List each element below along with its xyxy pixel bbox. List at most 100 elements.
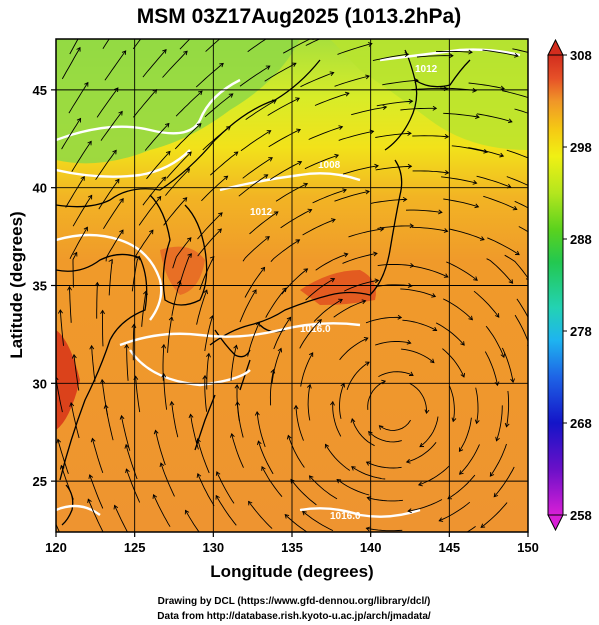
streamline-arrowhead [458, 447, 464, 453]
streamline [334, 75, 370, 87]
streamline-arrowhead [366, 496, 372, 501]
streamline-arrowhead [475, 551, 479, 555]
streamline-arrowhead [248, 500, 253, 506]
streamline [375, 132, 412, 138]
y-axis-label: Latitude (degrees) [7, 211, 26, 358]
streamline-arrowhead [438, 517, 444, 522]
streamline [238, 174, 268, 197]
streamline [121, 415, 131, 451]
streamline-arrowhead [203, 289, 208, 295]
streamline [338, 130, 374, 141]
streamline-arrowhead [365, 74, 370, 80]
streamline [199, 256, 215, 291]
streamline-arrowhead [399, 537, 403, 541]
streamline [155, 430, 166, 466]
streamline-arrowhead [88, 474, 94, 479]
streamline [379, 419, 411, 431]
x-axis-label: Longitude (degrees) [210, 562, 373, 581]
streamline-arrowhead [500, 353, 506, 359]
colorbar-tick-label: 278 [570, 324, 592, 339]
streamline-arrowhead [56, 376, 59, 381]
colorbar: 308 298 288 278 268 258 [547, 38, 592, 532]
streamline-arrowhead [84, 22, 88, 26]
streamline [261, 466, 283, 497]
streamline-arrowhead [162, 49, 167, 54]
streamline [96, 87, 119, 118]
streamline-arrowhead [186, 237, 192, 242]
streamline [257, 440, 274, 475]
streamline-arrowhead [164, 122, 170, 128]
streamline [375, 341, 411, 346]
streamline [244, 267, 265, 298]
streamline [72, 252, 78, 288]
streamline-arrowhead [124, 443, 130, 449]
streamline [449, 228, 485, 241]
streamline [302, 218, 336, 236]
streamline [204, 93, 234, 118]
streamline [299, 319, 322, 349]
streamline [372, 53, 409, 62]
streamline [408, 499, 443, 512]
x-tick-label: 135 [281, 540, 303, 555]
x-tick-label: 145 [438, 540, 460, 555]
streamline-arrowhead [451, 417, 457, 423]
streamline [179, 39, 191, 50]
streamline [351, 466, 386, 480]
streamline-arrowhead [368, 430, 373, 436]
streamline [307, 384, 311, 421]
streamline [175, 90, 203, 117]
streamline-arrowhead [254, 411, 260, 416]
streamline-arrowhead [493, 492, 499, 498]
streamline-arrowhead [196, 472, 202, 478]
streamline-arrowhead [344, 91, 350, 97]
streamline-arrowhead [217, 228, 222, 234]
streamline [304, 154, 339, 170]
streamline [163, 197, 188, 226]
streamline-arrowhead [480, 523, 486, 528]
x-tick-label: 125 [124, 540, 146, 555]
streamline [61, 47, 81, 80]
streamline-arrowhead [131, 323, 137, 329]
streamline-arrowhead [308, 352, 314, 357]
streamline [247, 322, 260, 357]
streamline [236, 401, 244, 438]
streamline [273, 317, 291, 350]
streamline-arrowhead [271, 99, 277, 104]
streamline [401, 348, 435, 363]
streamline-arrowhead [414, 78, 419, 83]
streamline [196, 289, 208, 325]
streamline [342, 252, 378, 264]
streamline [451, 145, 488, 153]
streamline-arrowhead [135, 255, 140, 261]
streamline-arrowhead [475, 114, 480, 120]
lat-lon-grid [56, 39, 528, 532]
streamline [153, 494, 171, 527]
streamline-arrowhead [87, 498, 92, 504]
streamline-arrowhead [49, 508, 53, 512]
streamline-arrowhead [432, 105, 438, 111]
streamline-arrowhead [58, 309, 63, 314]
coastlines [56, 49, 471, 526]
streamline [134, 229, 154, 261]
streamline-arrowhead [330, 277, 336, 283]
streamline-arrowhead [504, 422, 510, 428]
streamline-arrowhead [408, 371, 414, 376]
streamline-arrowhead [277, 347, 283, 353]
x-axis-ticks: 120 125 130 135 140 145 150 [45, 532, 539, 555]
streamline [476, 175, 511, 188]
streamline-arrowhead [443, 228, 449, 233]
streamline-arrowhead [286, 434, 292, 440]
streamline [484, 351, 498, 386]
streamline-arrowhead [291, 62, 297, 67]
streamline [167, 317, 173, 353]
streamline [240, 130, 271, 152]
streamline-arrowhead [165, 150, 171, 156]
streamline [105, 404, 114, 441]
streamline [506, 390, 510, 427]
streamline-arrowhead [103, 404, 109, 409]
streamline-arrowhead [156, 195, 162, 201]
streamline [60, 465, 74, 500]
streamline-arrowhead [196, 438, 201, 443]
streamline [89, 474, 104, 509]
streamline-arrowhead [185, 168, 191, 173]
